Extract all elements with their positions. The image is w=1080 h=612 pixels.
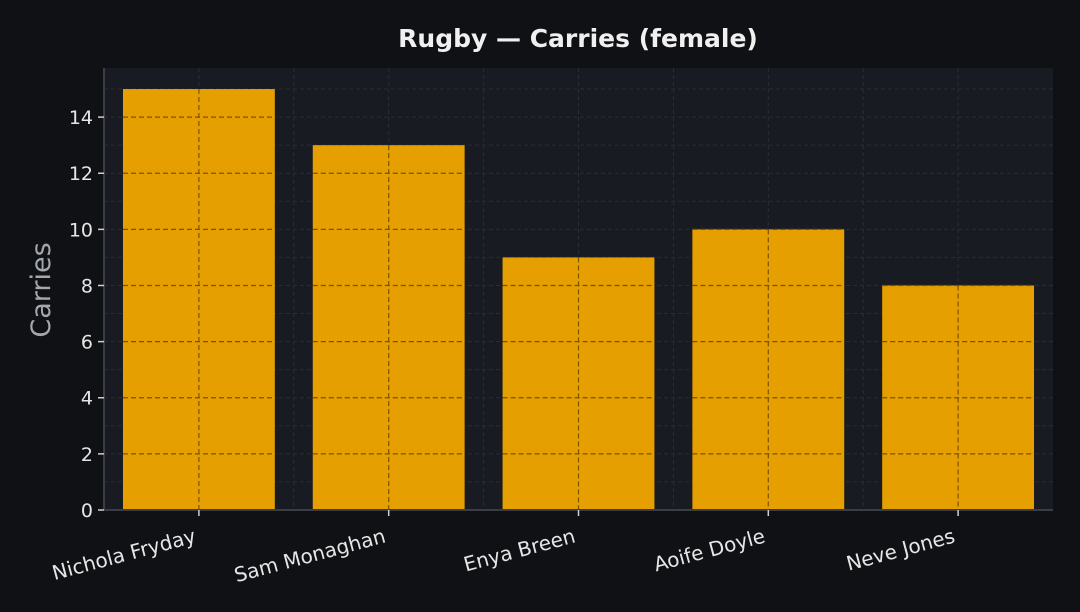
bar-overlay-gridlines xyxy=(122,89,1035,510)
axes xyxy=(98,68,1053,516)
y-tick-label: 4 xyxy=(81,388,93,410)
y-tick-label: 8 xyxy=(81,275,93,297)
y-tick-label: 2 xyxy=(81,444,93,466)
y-tick-label: 0 xyxy=(81,500,93,522)
bar-enya-breen xyxy=(502,257,655,510)
y-tick-label: 10 xyxy=(69,219,93,241)
y-tick-label: 14 xyxy=(69,107,93,129)
bar-sam-monaghan xyxy=(312,145,465,510)
y-tick-label: 12 xyxy=(69,163,93,185)
y-tick-label: 6 xyxy=(81,332,93,354)
chart-title: Rugby — Carries (female) xyxy=(398,24,758,53)
y-axis-label: Carries xyxy=(26,242,57,337)
y-tick-labels: 0 2 4 6 8 10 12 14 xyxy=(69,107,93,522)
